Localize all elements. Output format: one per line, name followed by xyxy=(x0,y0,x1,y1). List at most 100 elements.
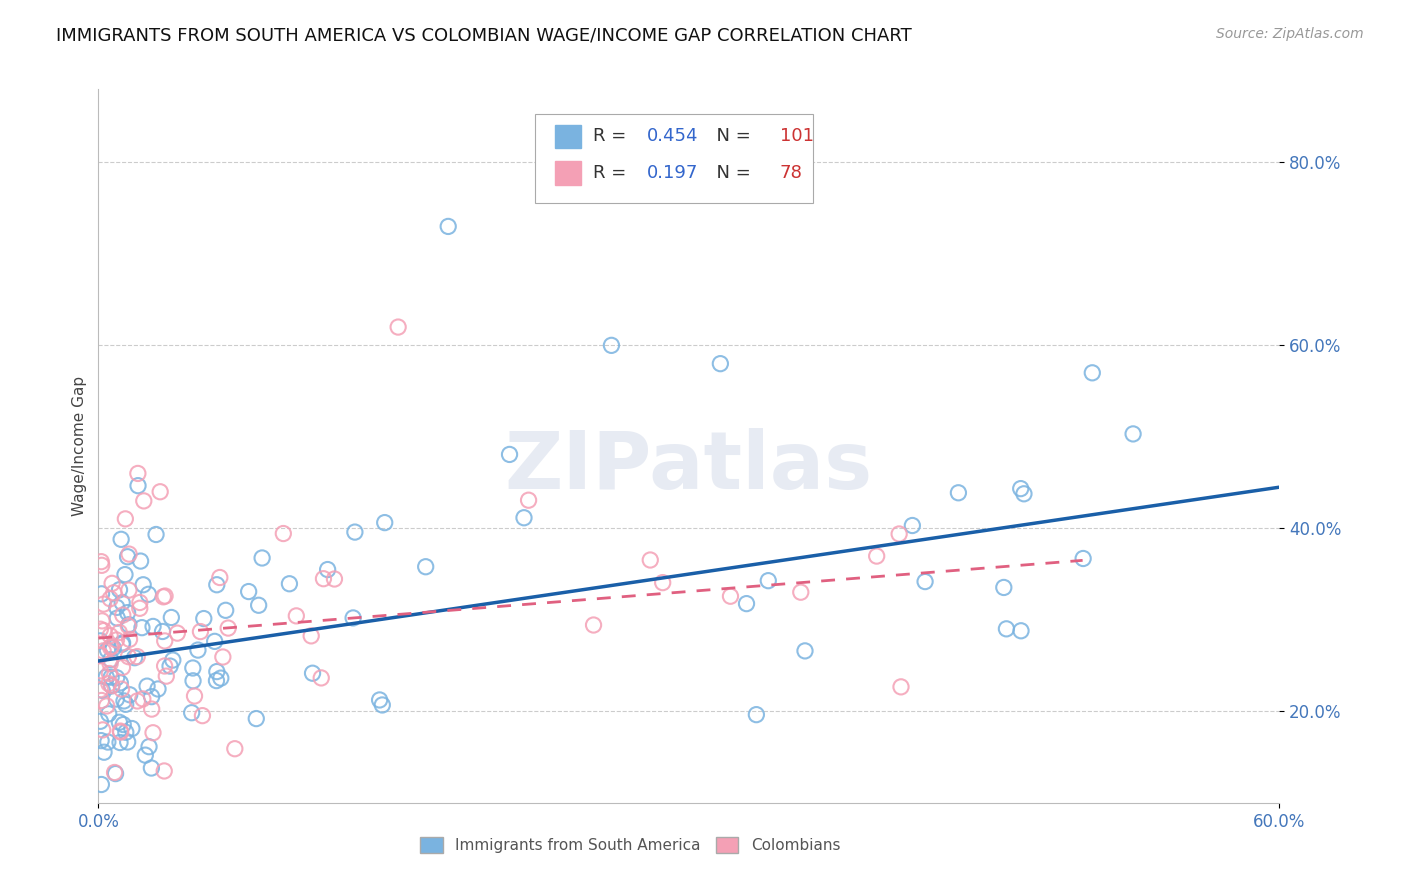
Point xyxy=(91,614,114,628)
Point xyxy=(342,611,364,625)
Legend: Immigrants from South America, Colombians: Immigrants from South America, Colombian… xyxy=(413,831,846,859)
Point xyxy=(118,688,141,702)
Point xyxy=(111,596,134,610)
Point xyxy=(96,643,118,657)
Point xyxy=(108,582,131,597)
Point xyxy=(181,661,204,675)
Point xyxy=(101,576,124,591)
Point xyxy=(100,653,122,667)
Text: 101: 101 xyxy=(780,128,814,145)
Point xyxy=(745,707,768,722)
Point xyxy=(153,589,176,603)
Point xyxy=(127,467,149,481)
Point xyxy=(114,512,136,526)
Point xyxy=(89,622,111,636)
Point xyxy=(117,649,139,664)
Point xyxy=(153,764,176,778)
Point xyxy=(101,679,124,693)
Point xyxy=(993,581,1015,595)
Point xyxy=(756,574,779,588)
Point xyxy=(89,664,111,678)
Point xyxy=(901,518,924,533)
Point xyxy=(205,578,228,592)
Point xyxy=(112,694,135,708)
Point xyxy=(91,723,114,737)
Point xyxy=(162,653,184,667)
Point xyxy=(152,624,174,639)
Point xyxy=(127,694,149,708)
Point xyxy=(91,683,114,698)
Point xyxy=(117,735,139,749)
Point xyxy=(110,676,132,690)
Point xyxy=(112,717,135,731)
Point xyxy=(118,547,141,561)
Point xyxy=(145,527,167,541)
Point xyxy=(114,725,136,739)
Point xyxy=(111,660,134,674)
Point xyxy=(108,625,131,640)
Point xyxy=(103,765,125,780)
Point xyxy=(104,766,127,780)
Point xyxy=(136,679,159,693)
Y-axis label: Wage/Income Gap: Wage/Income Gap xyxy=(72,376,87,516)
Point xyxy=(193,611,215,625)
Point xyxy=(103,640,125,655)
Point xyxy=(437,219,460,234)
Point xyxy=(149,484,172,499)
Point xyxy=(128,595,150,609)
Point xyxy=(142,725,165,739)
Point xyxy=(142,619,165,633)
Point xyxy=(98,657,121,671)
Text: 0.197: 0.197 xyxy=(647,164,697,182)
Point xyxy=(100,640,122,655)
Point xyxy=(111,608,134,623)
Text: N =: N = xyxy=(706,164,756,182)
Point xyxy=(129,554,152,568)
Point xyxy=(105,611,128,625)
Point xyxy=(1081,366,1104,380)
Point xyxy=(114,567,136,582)
Point xyxy=(110,725,132,739)
Text: IMMIGRANTS FROM SOUTH AMERICA VS COLOMBIAN WAGE/INCOME GAP CORRELATION CHART: IMMIGRANTS FROM SOUTH AMERICA VS COLOMBI… xyxy=(56,27,912,45)
Point xyxy=(132,578,155,592)
Point xyxy=(110,533,132,547)
Point xyxy=(141,761,163,775)
Point xyxy=(1010,482,1032,496)
FancyBboxPatch shape xyxy=(555,125,582,148)
Point xyxy=(1010,624,1032,638)
Point xyxy=(212,650,235,665)
FancyBboxPatch shape xyxy=(555,161,582,185)
Point xyxy=(97,735,120,749)
Point xyxy=(250,551,273,566)
Point xyxy=(600,338,623,352)
Point xyxy=(153,634,176,648)
Point xyxy=(205,673,228,688)
Point xyxy=(132,494,155,508)
Point xyxy=(316,563,339,577)
Point xyxy=(190,624,212,639)
Point xyxy=(238,584,260,599)
Point xyxy=(118,583,141,598)
Point xyxy=(343,525,366,540)
Point xyxy=(146,681,169,696)
Point xyxy=(866,549,889,563)
Point xyxy=(100,640,122,654)
Text: N =: N = xyxy=(706,128,756,145)
Point xyxy=(105,692,128,706)
Point xyxy=(131,621,153,635)
Point xyxy=(118,632,141,647)
Point xyxy=(118,617,141,632)
Point xyxy=(180,706,202,720)
Point xyxy=(90,777,112,791)
Point xyxy=(93,745,115,759)
Point xyxy=(105,671,128,685)
Text: R =: R = xyxy=(593,164,633,182)
Point xyxy=(374,516,396,530)
Point xyxy=(141,702,163,716)
Point xyxy=(90,693,112,707)
Point xyxy=(309,671,332,685)
Text: Source: ZipAtlas.com: Source: ZipAtlas.com xyxy=(1216,27,1364,41)
Point xyxy=(93,597,115,611)
Point xyxy=(191,708,214,723)
Point xyxy=(124,650,146,665)
